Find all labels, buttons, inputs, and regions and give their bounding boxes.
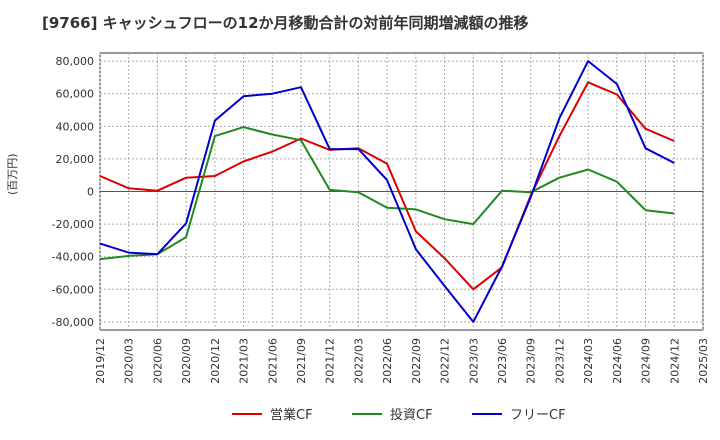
x-tick-label: 2023/06 bbox=[496, 338, 509, 384]
y-tick-label: -40,000 bbox=[52, 251, 94, 264]
y-tick-label: -20,000 bbox=[52, 218, 94, 231]
y-tick-label: -60,000 bbox=[52, 283, 94, 296]
x-tick-label: 2022/09 bbox=[410, 338, 423, 384]
x-tick-label: 2025/03 bbox=[697, 338, 710, 384]
x-tick-label: 2024/12 bbox=[668, 338, 681, 384]
x-tick-label: 2020/12 bbox=[209, 338, 222, 384]
series-line-2 bbox=[99, 126, 675, 261]
x-tick-label: 2024/03 bbox=[582, 338, 595, 384]
x-tick-label: 2020/09 bbox=[180, 338, 193, 384]
series bbox=[99, 60, 675, 323]
axes: 80,000 60,000 40,000 20,000 0 -20,000 -40,000 -… bbox=[52, 55, 710, 384]
x-tick-label: 2021/03 bbox=[238, 338, 251, 384]
x-tick-label: 2022/03 bbox=[352, 338, 365, 384]
x-tick-label: 2021/06 bbox=[266, 338, 279, 384]
legend-label-3: フリーCF bbox=[510, 408, 566, 423]
chart-title: [9766] キャッシュフローの12か月移動合計の対前年同期増減額の推移 bbox=[42, 14, 529, 32]
x-tick-label: 2023/09 bbox=[525, 338, 538, 384]
grid bbox=[99, 52, 704, 331]
x-tick-label: 2024/06 bbox=[611, 338, 624, 384]
x-tick-label: 2019/12 bbox=[94, 338, 107, 384]
x-tick-label: 2022/12 bbox=[439, 338, 452, 384]
x-tick-label: 2023/12 bbox=[553, 338, 566, 384]
y-tick-label: 0 bbox=[87, 186, 94, 199]
y-tick-label: 40,000 bbox=[56, 120, 95, 133]
series-line-3 bbox=[99, 60, 675, 323]
x-tick-label: 2022/06 bbox=[381, 338, 394, 384]
x-tick-label: 2020/06 bbox=[151, 338, 164, 384]
x-tick-label: 2020/03 bbox=[123, 338, 136, 384]
series-line-1 bbox=[99, 81, 675, 291]
x-tick-label: 2024/09 bbox=[640, 338, 653, 384]
legend-label-2: 投資CF bbox=[390, 407, 433, 423]
y-tick-label: 20,000 bbox=[56, 153, 95, 166]
y-tick-label: -80,000 bbox=[52, 316, 94, 329]
legend: 営業CF 投資CF フリーCF bbox=[232, 407, 566, 423]
x-tick-label: 2021/12 bbox=[324, 338, 337, 384]
x-tick-label: 2023/03 bbox=[467, 338, 480, 384]
x-tick-label: 2021/09 bbox=[295, 338, 308, 384]
legend-label-1: 営業CF bbox=[270, 407, 313, 423]
y-tick-label: 80,000 bbox=[56, 55, 95, 68]
y-tick-label: 60,000 bbox=[56, 88, 95, 101]
